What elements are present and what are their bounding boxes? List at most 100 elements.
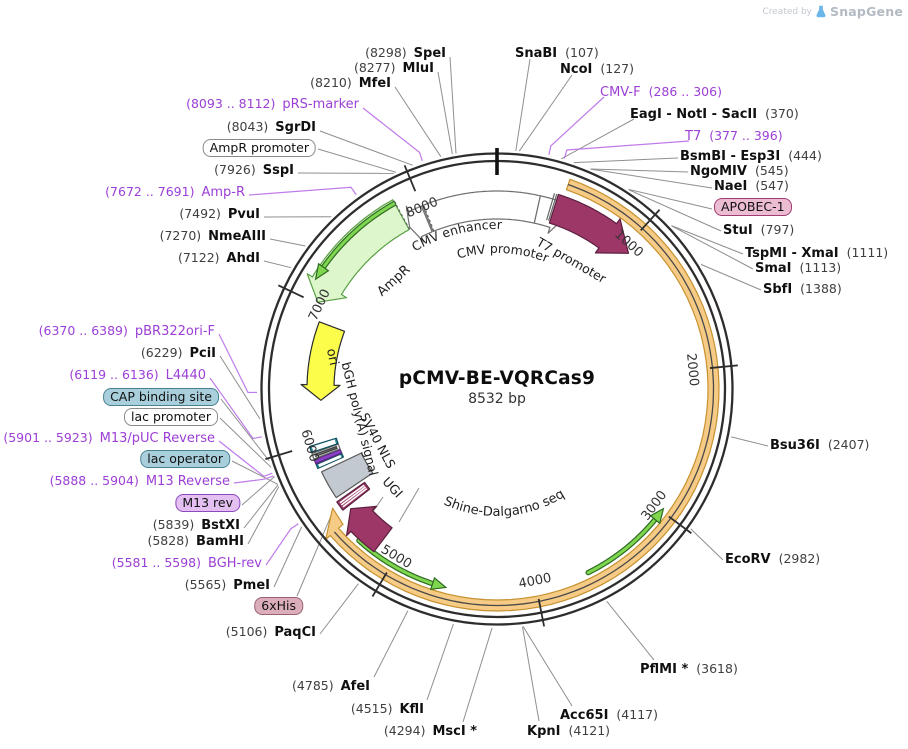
callout-eagi-noti-sacii[interactable]: EagI - NotI - SacII (370) — [630, 106, 799, 122]
orf-arrow-2-head[interactable] — [649, 507, 665, 525]
orf-arrow-2-body[interactable] — [586, 518, 657, 575]
leader-tspmi-xmai — [671, 225, 744, 255]
leader-pcii — [219, 355, 261, 420]
callout-bsmbi-esp3i-epos: (444) — [788, 148, 822, 163]
cap-binding-block-stripe — [311, 439, 336, 449]
callout-bamhi[interactable]: (5828) BamHI — [147, 533, 244, 549]
callout-smai[interactable]: SmaI (1113) — [755, 260, 841, 276]
ampr-orf-arrow-body[interactable] — [322, 202, 396, 269]
callout-ngomiv[interactable]: NgoMIV (545) — [690, 163, 789, 179]
ampr-label[interactable]: AmpR — [375, 262, 414, 299]
callout-kpni[interactable]: KpnI (4121) — [527, 723, 610, 739]
callout-sbfi[interactable]: SbfI (1388) — [763, 281, 842, 297]
callout-sixhis-badge badge-rose: 6xHis — [254, 597, 303, 615]
callout-lac-operator[interactable]: lac operator — [140, 450, 230, 468]
callout-sgrdi[interactable]: (8043) SgrDI — [227, 119, 316, 135]
callout-mfei[interactable]: (8210) MfeI — [310, 75, 391, 91]
callout-stui[interactable]: StuI (797) — [723, 222, 794, 238]
callout-pflmi[interactable]: PflMI * (3618) — [640, 661, 738, 677]
callout-paqci[interactable]: (5106) PaqCI — [226, 624, 316, 640]
callout-apobec-1[interactable]: APOBEC-1 — [714, 198, 792, 216]
callout-ahdi-ename: AhdI — [226, 251, 260, 266]
callout-msci-ename: MscI * — [432, 724, 477, 739]
leader-m13-puc-reverse — [218, 440, 273, 478]
leader-pbr322ori-f — [218, 333, 258, 394]
tick-1000 — [640, 209, 661, 232]
callout-lac-promoter[interactable]: lac promoter — [124, 408, 218, 426]
plasmid-size: 8532 bp — [468, 391, 526, 407]
leader-bsmbi-esp3i — [573, 157, 679, 164]
callout-m13-rev[interactable]: M13 rev — [175, 494, 240, 512]
tick-label-2000: 2000 — [683, 353, 701, 387]
leader-ngomiv — [590, 168, 689, 173]
callout-snabi[interactable]: SnaBI (107) — [515, 45, 599, 61]
main-orf[interactable] — [325, 178, 720, 612]
orf-arrow-1-body[interactable] — [357, 539, 435, 586]
callout-apobec-1-badge badge-pink: APOBEC-1 — [714, 198, 792, 216]
ampr-orf-arrow-head[interactable] — [314, 262, 330, 281]
ori-label[interactable]: ori — [323, 347, 341, 367]
callout-bstxi[interactable]: (5839) BstXI — [153, 517, 240, 533]
t7-scale-mark-b — [548, 193, 558, 221]
callout-nmeaiii[interactable]: (7270) NmeAIII — [160, 228, 266, 244]
callout-afei-ename: AfeI — [340, 679, 370, 694]
callout-bamhi-ename: BamHI — [196, 534, 244, 549]
ori[interactable] — [300, 321, 346, 401]
callout-bsmbi-esp3i[interactable]: BsmBI - Esp3I (444) — [680, 148, 822, 164]
watermark-prefix: Created by — [762, 6, 812, 17]
callout-pmei-epos: (5565) — [184, 577, 227, 592]
callout-msci[interactable]: (4294) MscI * — [384, 723, 477, 739]
callout-amp-r[interactable]: (7672 .. 7691) Amp-R — [105, 184, 245, 200]
orf-arrow-1-head[interactable] — [429, 576, 448, 591]
ampr-gene[interactable] — [306, 199, 410, 303]
ampr-start-divider — [392, 199, 411, 230]
callout-kfli[interactable]: (4515) KflI — [351, 701, 424, 717]
callout-ahdi[interactable]: (7122) AhdI — [178, 250, 260, 266]
callout-cmv-f[interactable]: CMV-F (286 .. 306) — [600, 84, 722, 100]
callout-m13-reverse-epos: (5888 .. 5904) — [49, 473, 139, 488]
callout-m13-puc-reverse[interactable]: (5901 .. 5923) M13/pUC Reverse — [3, 430, 215, 446]
callout-bsu36i-epos: (2407) — [827, 437, 870, 452]
callout-sspi[interactable]: (7926) SspI — [214, 162, 294, 178]
callout-pvui[interactable]: (7492) PvuI — [179, 206, 260, 222]
callout-amp-r-epos: (7672 .. 7691) — [105, 184, 195, 199]
callout-pcii[interactable]: (6229) PciI — [141, 345, 216, 361]
callout-eagi-noti-sacii-ename: EagI - NotI - SacII — [630, 107, 758, 122]
callout-naei[interactable]: NaeI (547) — [714, 178, 789, 194]
callout-pcii-ename: PciI — [189, 346, 216, 361]
callout-sixhis[interactable]: 6xHis — [254, 597, 303, 615]
callout-t7[interactable]: T7 (377 .. 396) — [685, 128, 783, 144]
callout-bgh-rev[interactable]: (5581 .. 5598) BGH-rev — [112, 555, 262, 571]
callout-acc65i[interactable]: Acc65I (4117) — [560, 707, 658, 723]
callout-mfei-ename: MfeI — [358, 76, 391, 91]
tick-6000 — [265, 450, 293, 460]
callout-afei-epos: (4785) — [292, 678, 334, 693]
callout-prs-marker[interactable]: (8093 .. 8112) pRS-marker — [186, 96, 359, 112]
callout-tspmi-xmai[interactable]: TspMI - XmaI (1111) — [745, 245, 888, 261]
callout-pvui-ename: PvuI — [227, 207, 260, 222]
t7-promoter-arrow[interactable] — [548, 193, 630, 254]
callout-m13-reverse[interactable]: (5888 .. 5904) M13 Reverse — [50, 473, 230, 489]
bgh-polya-block[interactable] — [321, 452, 374, 499]
callout-l4440[interactable]: (6119 .. 6136) L4440 — [69, 367, 206, 383]
leader-snabi — [515, 58, 531, 151]
callout-eagi-noti-sacii-epos: (370) — [765, 106, 799, 121]
callout-spei[interactable]: (8298) SpeI — [365, 45, 446, 61]
ugi-label[interactable]: UGI — [380, 474, 406, 501]
m13-site-block[interactable] — [313, 449, 343, 465]
callout-pflmi-ename: PflMI * — [640, 662, 689, 677]
callout-ecorv[interactable]: EcoRV (2982) — [725, 551, 820, 567]
callout-afei[interactable]: (4785) AfeI — [292, 678, 370, 694]
ugi-arrow[interactable] — [346, 505, 393, 553]
callout-pmei[interactable]: (5565) PmeI — [185, 577, 270, 593]
callout-pbr322ori-f[interactable]: (6370 .. 6389) pBR322ori-F — [39, 323, 215, 339]
leader-bamhi — [247, 486, 280, 545]
callout-mlui[interactable]: (8277) MluI — [354, 60, 434, 76]
callout-cap-binding-site[interactable]: CAP binding site — [103, 388, 219, 406]
callout-ecorv-epos: (2982) — [778, 551, 821, 566]
ampr-promoter-arrow[interactable] — [405, 205, 433, 243]
callout-bsu36i[interactable]: Bsu36I (2407) — [770, 437, 869, 453]
callout-pbr322ori-f-ename: pBR322ori-F — [134, 324, 215, 339]
callout-ncoi[interactable]: NcoI (127) — [560, 61, 634, 77]
callout-ampr-promoter[interactable]: AmpR promoter — [202, 139, 316, 157]
